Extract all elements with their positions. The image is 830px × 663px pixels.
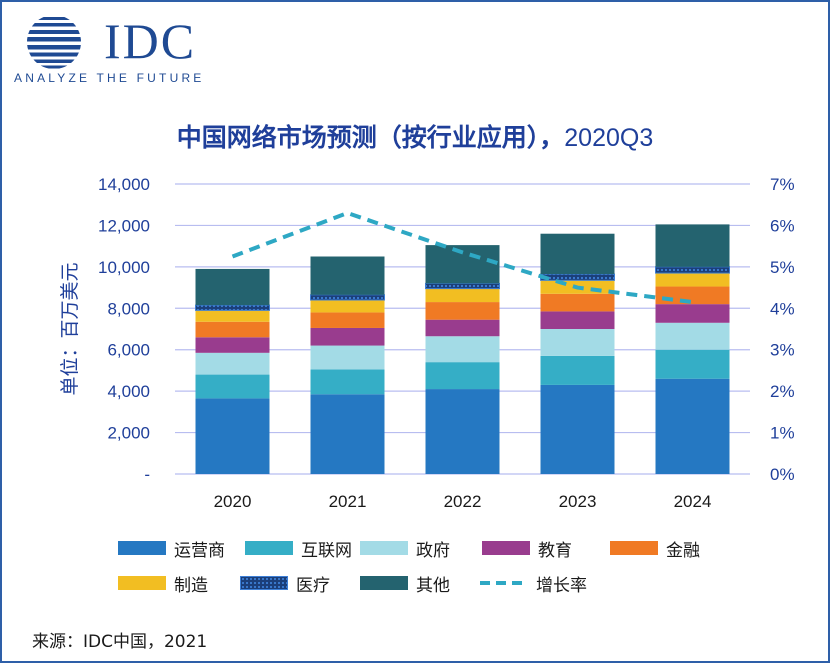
idc-logo: IDC ANALYZE THE FUTURE	[14, 13, 214, 85]
y-tick-label: 8,000	[107, 299, 150, 318]
legend-label: 政府	[416, 540, 450, 561]
legend-swatch	[240, 576, 288, 590]
bar-segment-政府	[425, 336, 500, 363]
y2-tick-label: 6%	[770, 216, 795, 235]
x-tick-label: 2023	[559, 492, 597, 511]
legend-label: 教育	[538, 540, 572, 561]
growth-rate-line	[231, 210, 693, 305]
logo-tagline: ANALYZE THE FUTURE	[14, 71, 205, 85]
legend-item-制造: 制造	[118, 572, 208, 596]
x-tick-label: 2022	[444, 492, 482, 511]
bar-segment-其他	[310, 256, 385, 295]
title-period: 2020Q3	[564, 124, 654, 152]
y-tick-label: 14,000	[98, 175, 150, 194]
chart-title: 中国网络市场预测（按行业应用），2020Q3	[0, 118, 830, 154]
bar-segment-其他	[540, 233, 615, 275]
legend-label: 运营商	[174, 540, 225, 561]
bar-segment-运营商	[655, 378, 730, 474]
legend-item-教育: 教育	[482, 537, 572, 561]
legend-label: 其他	[416, 575, 450, 596]
legend-swatch	[118, 541, 166, 555]
y2-tick-label: 2%	[770, 382, 795, 401]
legend-item-运营商: 运营商	[118, 537, 225, 561]
source-note: 来源：IDC中国，2021	[32, 632, 208, 652]
legend-item-增长率: 增长率	[480, 572, 587, 596]
y-tick-label: -	[144, 465, 150, 484]
bar-segment-金融	[540, 293, 615, 312]
legend-item-金融: 金融	[610, 537, 700, 561]
bar-segment-教育	[195, 337, 270, 353]
y-tick-label: 12,000	[98, 216, 150, 235]
bar-segment-医疗	[195, 304, 270, 311]
bar-segment-制造	[655, 273, 730, 287]
bar-segment-制造	[425, 288, 500, 303]
legend-item-医疗: 医疗	[240, 572, 330, 596]
bar-segment-金融	[425, 302, 500, 320]
bar-segment-运营商	[310, 394, 385, 474]
legend-item-互联网: 互联网	[245, 537, 352, 561]
y-tick-label: 2,000	[107, 424, 150, 443]
y2-tick-label: 4%	[770, 299, 795, 318]
bar-segment-教育	[655, 304, 730, 323]
legend-label: 金融	[666, 540, 700, 561]
bar-segment-政府	[655, 322, 730, 350]
bar-segment-互联网	[195, 374, 270, 399]
legend-label: 制造	[174, 575, 208, 596]
legend-swatch	[482, 541, 530, 555]
bar-segment-其他	[655, 224, 730, 267]
bar-segment-金融	[310, 312, 385, 328]
bar-segment-医疗	[310, 294, 385, 301]
y-axis-title: 单位：百万美元	[59, 262, 81, 395]
legend-swatch	[480, 576, 528, 590]
y2-tick-label: 0%	[770, 465, 795, 484]
y2-tick-label: 5%	[770, 258, 795, 277]
bar-segment-金融	[195, 321, 270, 338]
bar-segment-政府	[310, 345, 385, 370]
x-tick-label: 2021	[329, 492, 367, 511]
y-tick-label: 10,000	[98, 258, 150, 277]
bar-segment-教育	[310, 327, 385, 346]
bar-segment-医疗	[425, 282, 500, 290]
legend-swatch	[360, 576, 408, 590]
bar-segment-互联网	[425, 362, 500, 390]
globe-icon	[27, 17, 81, 69]
bar-segment-运营商	[425, 389, 500, 474]
legend-label: 医疗	[296, 575, 330, 596]
bar-segment-其他	[195, 268, 270, 306]
bar-segment-金融	[655, 286, 730, 305]
bar-segment-制造	[310, 300, 385, 313]
y2-tick-label: 1%	[770, 424, 795, 443]
y-tick-label: 4,000	[107, 382, 150, 401]
bar-segment-互联网	[540, 355, 615, 385]
bar-segment-医疗	[540, 273, 615, 281]
y-tick-label: 6,000	[107, 341, 150, 360]
bar-segment-制造	[195, 310, 270, 322]
x-tick-label: 2024	[674, 492, 712, 511]
legend-item-其他: 其他	[360, 572, 450, 596]
bar-segment-医疗	[655, 266, 730, 274]
bar-segment-互联网	[655, 349, 730, 379]
y2-tick-label: 7%	[770, 175, 795, 194]
title-main: 中国网络市场预测（按行业应用），	[176, 123, 565, 152]
legend-label: 增长率	[536, 575, 587, 596]
bar-segment-运营商	[540, 384, 615, 474]
bar-segment-政府	[540, 329, 615, 356]
x-tick-label: 2020	[214, 492, 252, 511]
bar-segment-教育	[540, 311, 615, 329]
legend-swatch	[118, 576, 166, 590]
bar-segment-教育	[425, 319, 500, 337]
bar-segment-政府	[195, 352, 270, 375]
bar-segment-互联网	[310, 369, 385, 395]
logo-brand: IDC	[104, 13, 197, 69]
legend-swatch	[245, 541, 293, 555]
legend-label: 互联网	[301, 540, 352, 561]
legend-swatch	[610, 541, 658, 555]
y2-tick-label: 3%	[770, 341, 795, 360]
legend-swatch	[360, 541, 408, 555]
bar-segment-运营商	[195, 398, 270, 474]
legend-item-政府: 政府	[360, 537, 450, 561]
